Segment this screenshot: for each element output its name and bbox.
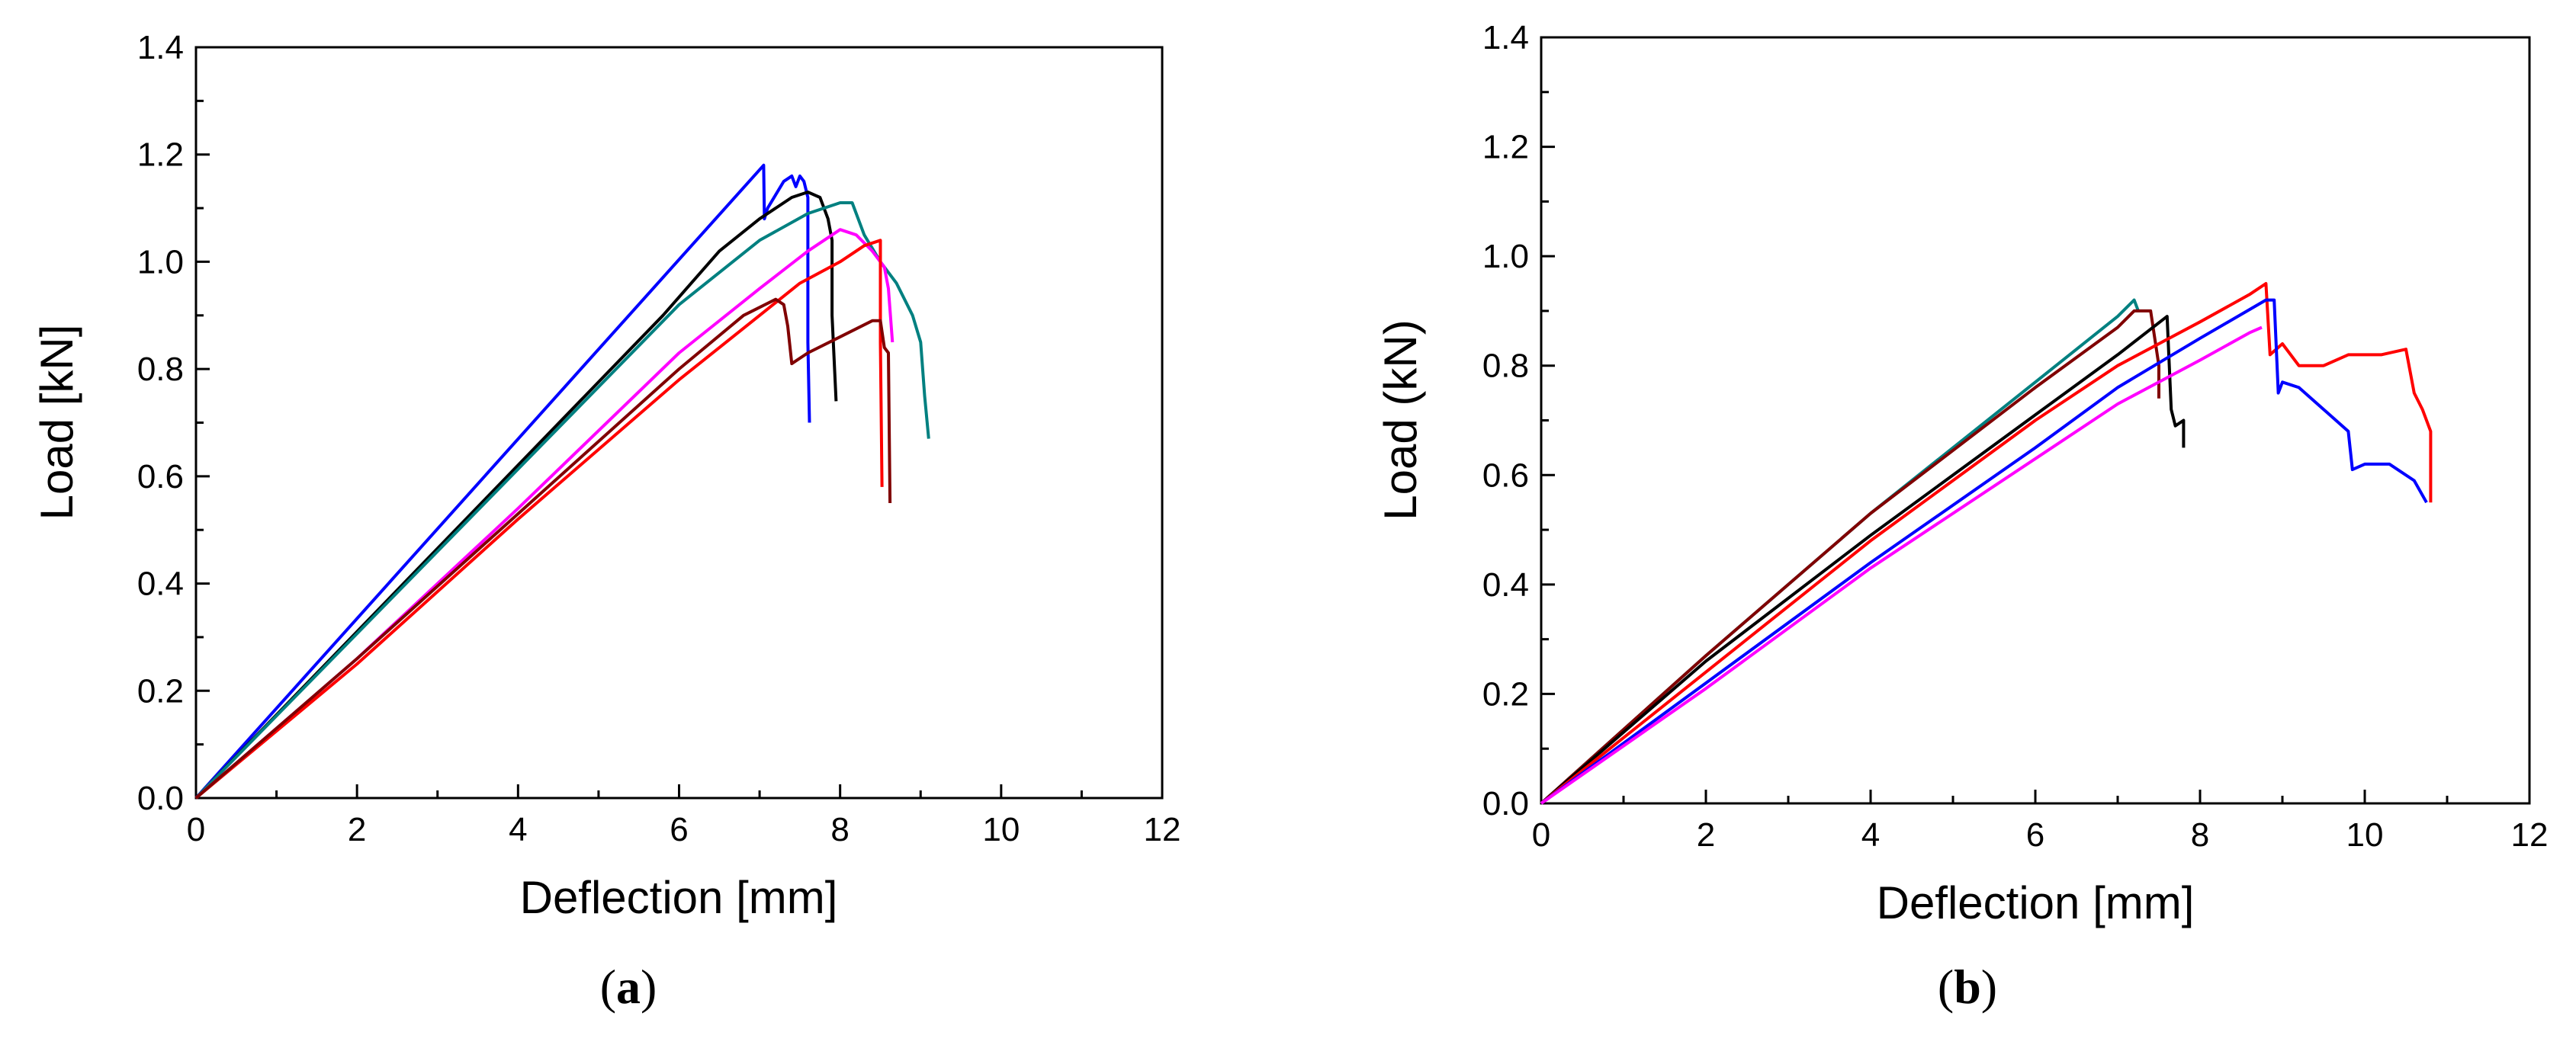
series-line-a-magenta: [194, 228, 895, 800]
y-tick-label-b-4: 0.8: [1482, 348, 1529, 385]
x-tick-label-a-6: 12: [1144, 811, 1181, 848]
series-line-a-teal: [194, 201, 930, 800]
tick-marks-a: [194, 46, 1164, 800]
x-tick-label-b-2: 4: [1861, 816, 1880, 854]
series-line-b-blue: [1540, 298, 2428, 805]
tick-labels-b: 0 2 4 6 8 10 12 0.0 0.2 0.4 0.6 0.8 1.0 1.2 1.4: [1482, 19, 2549, 854]
x-tick-label-b-4: 8: [2191, 816, 2209, 854]
x-tick-label-b-5: 10: [2346, 816, 2384, 854]
y-axis-title-b: Load (kN): [1375, 319, 1426, 520]
x-tick-label-a-5: 10: [982, 811, 1020, 848]
y-tick-label-b-6: 1.2: [1482, 129, 1529, 166]
panel-label-b: (b): [1938, 960, 1997, 1014]
x-tick-label-a-0: 0: [187, 811, 205, 848]
x-tick-label-b-0: 0: [1532, 816, 1550, 854]
y-tick-label-b-0: 0.0: [1482, 785, 1529, 822]
chart-panel-b: 0 2 4 6 8 10 12 0.0 0.2 0.4 0.6 0.8 1.0 1.2 1.4 Deflec…: [1375, 19, 2548, 1014]
tick-labels-a: 0 2 4 6 8 10 12 0.0 0.2 0.4 0.6 0.8 1.0 1.2 1.4: [137, 29, 1181, 848]
series-layer-b: [1540, 282, 2433, 805]
y-axis-title-a: Load [kN]: [31, 325, 82, 521]
y-tick-label-b-1: 0.2: [1482, 675, 1529, 713]
x-tick-label-a-3: 6: [670, 811, 688, 848]
panel-letter-b: b: [1954, 960, 1981, 1014]
y-tick-label-a-6: 1.2: [137, 136, 184, 174]
series-line-b-red: [1540, 282, 2433, 805]
y-tick-label-a-4: 0.8: [137, 351, 184, 388]
panel-letter-a: a: [616, 960, 641, 1014]
x-tick-label-a-4: 8: [830, 811, 849, 848]
tick-marks-b: [1540, 36, 2531, 805]
series-line-a-black: [194, 191, 838, 800]
series-line-a-blue: [194, 163, 811, 800]
x-tick-label-b-6: 12: [2511, 816, 2549, 854]
x-tick-label-a-2: 4: [509, 811, 527, 848]
series-line-b-magenta: [1540, 325, 2263, 805]
plot-frame-a: [194, 46, 1164, 800]
y-tick-label-b-2: 0.4: [1482, 566, 1529, 604]
series-line-a-dark-red: [194, 297, 892, 800]
series-line-a-red: [194, 239, 884, 800]
x-tick-label-b-3: 6: [2026, 816, 2044, 854]
y-tick-label-b-3: 0.6: [1482, 457, 1529, 494]
y-tick-label-a-3: 0.6: [137, 458, 184, 495]
x-axis-title-a: Deflection [mm]: [520, 872, 838, 923]
series-line-b-dark-red: [1540, 309, 2160, 805]
y-tick-label-b-5: 1.0: [1482, 238, 1529, 275]
y-tick-label-a-2: 0.4: [137, 566, 184, 603]
series-layer-a: [194, 163, 930, 800]
y-tick-label-b-7: 1.4: [1482, 19, 1529, 56]
panel-label-a: (a): [600, 960, 657, 1014]
x-tick-label-b-1: 2: [1697, 816, 1715, 854]
x-tick-label-a-1: 2: [348, 811, 366, 848]
x-axis-title-b: Deflection [mm]: [1877, 877, 2195, 928]
y-tick-label-a-0: 0.0: [137, 780, 184, 817]
y-tick-label-a-7: 1.4: [137, 29, 184, 66]
y-tick-label-a-5: 1.0: [137, 243, 184, 280]
chart-panel-a: 0 2 4 6 8 10 12 0.0 0.2 0.4 0.6 0.8 1.0 1.2 1.4 Deflec…: [31, 29, 1180, 1014]
series-line-b-black: [1540, 315, 2186, 805]
y-tick-label-a-1: 0.2: [137, 672, 184, 710]
